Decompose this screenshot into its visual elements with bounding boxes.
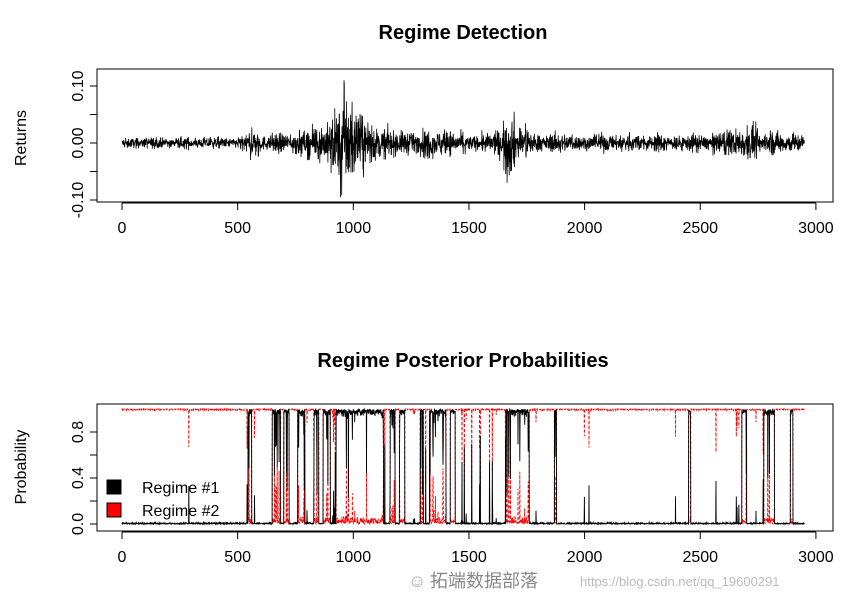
top-chart-title: Regime Detection [379,22,548,44]
x-tick-label: 0 [118,220,127,237]
x-tick-label: 2000 [567,549,603,566]
y-tick-label: 0.00 [70,127,87,158]
regime-2-line [121,407,805,526]
y-tick-label: 0.4 [70,467,87,489]
wechat-icon: ☺ [408,571,426,591]
probability-series [121,407,805,526]
x-tick-label: 3000 [798,549,834,566]
bottom-chart-title: Regime Posterior Probabilities [317,350,608,372]
watermark-url: https://blog.csdn.net/qq_19600291 [580,574,780,589]
bottom-axes: 0 500 1000 1500 2000 2500 3000 0.0 0.4 0.8 [70,421,834,566]
top-axes: 0 500 1000 1500 2000 2500 3000 -0.10 0.00 0.10 [70,70,834,237]
x-tick-label: 2000 [567,220,603,237]
y-tick-label: -0.10 [70,182,87,219]
legend-swatch-regime-1 [106,479,122,495]
watermark: ☺ 拓端数据部落 https://blog.csdn.net/qq_196002… [408,571,780,592]
x-tick-label: 500 [224,220,251,237]
regime-1-line [121,407,805,526]
legend: Regime #1 Regime #2 [106,479,219,520]
y-tick-label: 0.0 [70,513,87,535]
x-tick-label: 2500 [682,549,718,566]
x-tick-label: 500 [224,549,251,566]
x-tick-label: 0 [118,549,127,566]
legend-swatch-regime-2 [106,502,122,518]
x-tick-label: 2500 [682,220,718,237]
x-tick-label: 1000 [336,220,372,237]
watermark-brand: 拓端数据部落 [430,571,538,592]
bottom-y-axis-label: Probability [13,430,30,505]
x-tick-label: 1500 [451,220,487,237]
x-tick-label: 1000 [336,549,372,566]
top-y-axis-label: Returns [13,110,30,166]
legend-label-regime-2: Regime #2 [142,503,219,520]
x-tick-label: 1500 [451,549,487,566]
x-tick-label: 3000 [798,220,834,237]
y-tick-label: 0.8 [70,421,87,443]
returns-series [121,80,805,198]
returns-line [121,80,805,198]
y-tick-label: 0.10 [70,70,87,101]
legend-label-regime-1: Regime #1 [142,480,219,497]
